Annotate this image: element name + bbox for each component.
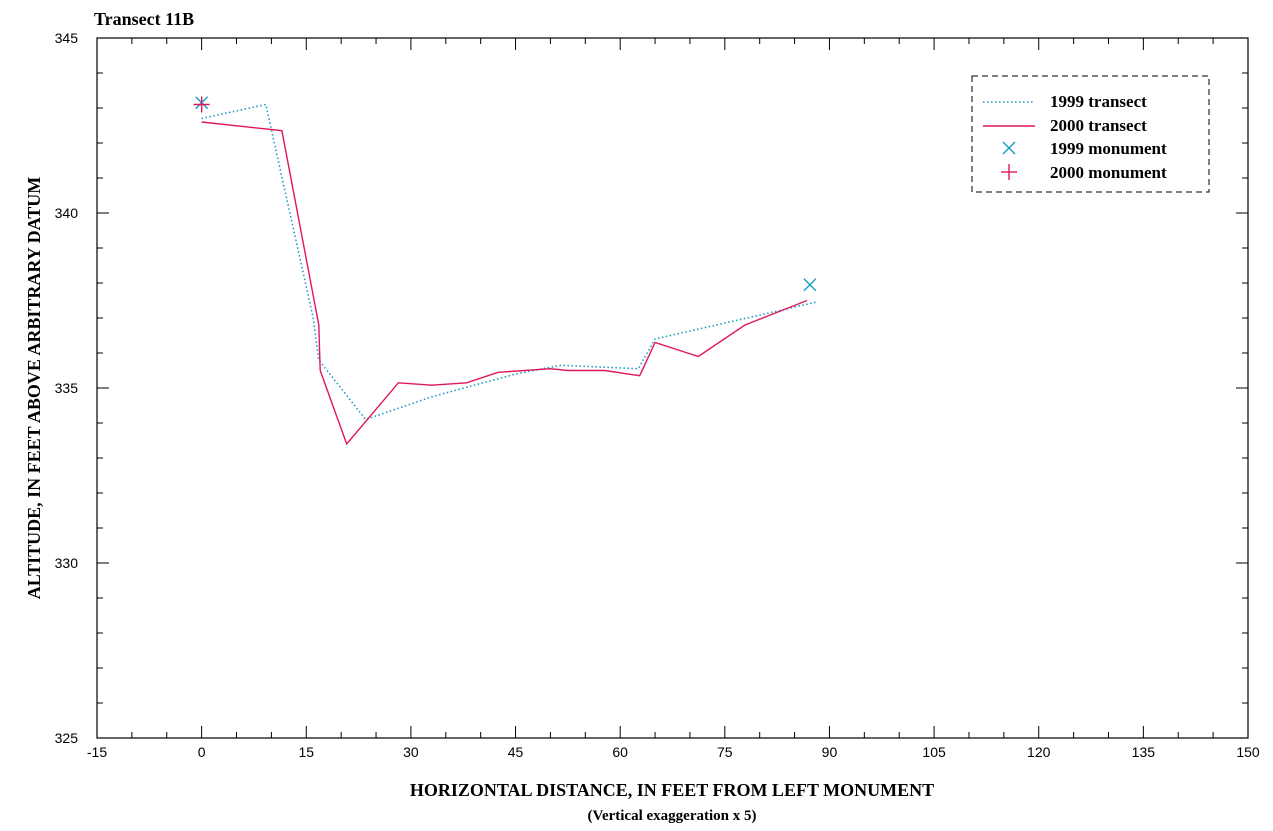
marker-1999-monument [803, 278, 817, 292]
y-tick-label: 330 [55, 555, 79, 571]
x-tick-label: -15 [87, 744, 107, 760]
series-line-2000-transect [201, 121, 808, 446]
x-tick-label: 30 [403, 744, 419, 760]
x-tick-label: 105 [922, 744, 946, 760]
y-axis-ticks: 325 330 335 340 345 [55, 30, 1248, 746]
series-line-1999-transect [201, 103, 816, 421]
y-axis-title: ALTITUDE, IN FEET ABOVE ARBITRARY DATUM [24, 177, 44, 599]
legend-label-2000-monument: 2000 monument [1050, 163, 1167, 182]
x-tick-label: 75 [717, 744, 733, 760]
legend-label-1999-transect: 1999 transect [1050, 92, 1147, 111]
legend-label-2000-transect: 2000 transect [1050, 116, 1147, 135]
chart-title: Transect 11B [94, 9, 194, 29]
x-tick-label: 90 [822, 744, 838, 760]
y-tick-label: 340 [55, 205, 79, 221]
x-axis-ticks: -15 0 15 30 45 60 75 90 105 120 135 150 [87, 38, 1260, 760]
series-layer [201, 103, 816, 446]
marker-layer [193, 96, 817, 292]
legend-marker-1999-monument [1002, 141, 1016, 155]
x-tick-label: 0 [198, 744, 206, 760]
x-axis-title: HORIZONTAL DISTANCE, IN FEET FROM LEFT M… [410, 780, 934, 800]
legend: 1999 transect 2000 transect 1999 monumen… [971, 75, 1210, 193]
legend-label-1999-monument: 1999 monument [1050, 139, 1167, 158]
y-tick-label: 325 [55, 730, 79, 746]
x-tick-label: 150 [1236, 744, 1260, 760]
x-tick-label: 15 [298, 744, 314, 760]
x-axis-note: (Vertical exaggeration x 5) [588, 808, 757, 824]
x-tick-label: 120 [1027, 744, 1051, 760]
marker-2000-monument [193, 96, 210, 113]
y-tick-label: 345 [55, 30, 79, 46]
y-tick-label: 335 [55, 380, 79, 396]
x-tick-label: 135 [1132, 744, 1156, 760]
legend-marker-2000-monument [1001, 164, 1017, 180]
x-tick-label: 60 [612, 744, 628, 760]
x-tick-label: 45 [508, 744, 524, 760]
